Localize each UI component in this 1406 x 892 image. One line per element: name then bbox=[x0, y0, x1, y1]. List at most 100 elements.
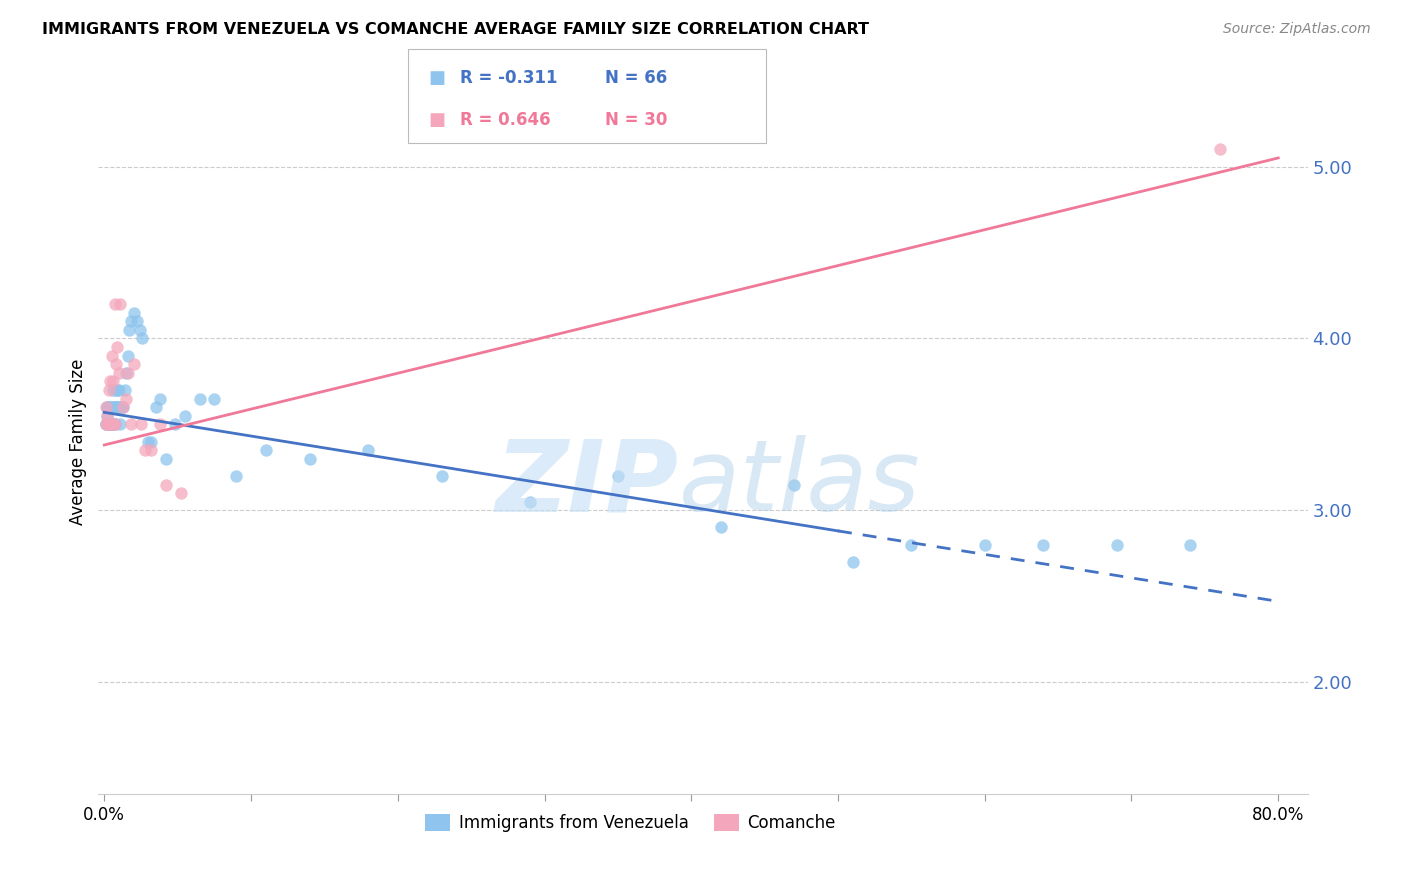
Point bbox=[254, 443, 277, 458]
Point bbox=[117, 366, 139, 380]
Point bbox=[1032, 538, 1054, 552]
Point bbox=[141, 443, 163, 458]
Point bbox=[122, 305, 145, 319]
Point bbox=[100, 400, 122, 414]
Point bbox=[112, 400, 135, 414]
Point bbox=[105, 357, 128, 371]
Point bbox=[174, 409, 197, 423]
Y-axis label: Average Family Size: Average Family Size bbox=[69, 359, 87, 524]
Point bbox=[103, 297, 125, 311]
Point bbox=[900, 538, 922, 552]
Point bbox=[112, 400, 135, 414]
Point bbox=[105, 400, 128, 414]
Text: Source: ZipAtlas.com: Source: ZipAtlas.com bbox=[1223, 22, 1371, 37]
Point bbox=[97, 383, 120, 397]
Point bbox=[97, 417, 120, 432]
Text: ■: ■ bbox=[429, 70, 446, 87]
Point bbox=[155, 477, 177, 491]
Point bbox=[131, 331, 153, 345]
Point bbox=[105, 383, 128, 397]
Point bbox=[129, 417, 152, 432]
Point bbox=[169, 486, 191, 500]
Text: IMMIGRANTS FROM VENEZUELA VS COMANCHE AVERAGE FAMILY SIZE CORRELATION CHART: IMMIGRANTS FROM VENEZUELA VS COMANCHE AV… bbox=[42, 22, 869, 37]
Text: R = 0.646: R = 0.646 bbox=[460, 112, 550, 129]
Point bbox=[98, 417, 121, 432]
Point bbox=[1105, 538, 1128, 552]
Point bbox=[100, 417, 122, 432]
Point bbox=[96, 409, 118, 423]
Text: ■: ■ bbox=[429, 112, 446, 129]
Point bbox=[100, 417, 122, 432]
Point bbox=[97, 417, 120, 432]
Point bbox=[100, 417, 122, 432]
Point bbox=[115, 366, 138, 380]
Point bbox=[120, 417, 142, 432]
Point bbox=[110, 417, 132, 432]
Point bbox=[117, 349, 139, 363]
Point bbox=[149, 417, 172, 432]
Point bbox=[115, 392, 138, 406]
Point bbox=[103, 417, 125, 432]
Point bbox=[98, 417, 121, 432]
Point bbox=[125, 314, 148, 328]
Point bbox=[783, 477, 806, 491]
Point bbox=[96, 400, 118, 414]
Point bbox=[136, 434, 159, 449]
Text: N = 66: N = 66 bbox=[605, 70, 666, 87]
Point bbox=[103, 400, 125, 414]
Text: atlas: atlas bbox=[679, 435, 921, 533]
Point bbox=[225, 469, 247, 483]
Point bbox=[357, 443, 380, 458]
Point bbox=[145, 400, 167, 414]
Point bbox=[96, 417, 118, 432]
Point bbox=[110, 400, 132, 414]
Point bbox=[103, 417, 125, 432]
Text: R = -0.311: R = -0.311 bbox=[460, 70, 557, 87]
Point bbox=[105, 400, 128, 414]
Point bbox=[107, 400, 129, 414]
Point bbox=[101, 375, 124, 389]
Point bbox=[111, 400, 134, 414]
Point bbox=[841, 555, 863, 569]
Point bbox=[98, 375, 121, 389]
Text: ZIP: ZIP bbox=[496, 435, 679, 533]
Point bbox=[96, 409, 118, 423]
Point bbox=[141, 434, 163, 449]
Point bbox=[202, 392, 225, 406]
Point bbox=[163, 417, 186, 432]
Point bbox=[107, 383, 129, 397]
Text: N = 30: N = 30 bbox=[605, 112, 666, 129]
Point bbox=[118, 323, 141, 337]
Point bbox=[101, 417, 124, 432]
Point bbox=[606, 469, 628, 483]
Point bbox=[101, 417, 124, 432]
Point bbox=[101, 417, 124, 432]
Point bbox=[94, 417, 117, 432]
Point bbox=[128, 323, 150, 337]
Point bbox=[100, 417, 122, 432]
Point bbox=[98, 417, 121, 432]
Point bbox=[188, 392, 211, 406]
Point bbox=[108, 383, 131, 397]
Point bbox=[97, 417, 120, 432]
Point bbox=[107, 340, 129, 354]
Point bbox=[94, 400, 117, 414]
Point bbox=[101, 400, 124, 414]
Point bbox=[96, 400, 118, 414]
Point bbox=[134, 443, 156, 458]
Point bbox=[430, 469, 453, 483]
Point bbox=[101, 383, 124, 397]
Point bbox=[110, 297, 132, 311]
Point bbox=[120, 314, 142, 328]
Point bbox=[100, 349, 122, 363]
Point bbox=[108, 400, 131, 414]
Point bbox=[103, 417, 125, 432]
Point bbox=[298, 451, 321, 466]
Point bbox=[122, 357, 145, 371]
Point bbox=[1208, 142, 1230, 156]
Point bbox=[1180, 538, 1202, 552]
Point bbox=[94, 417, 117, 432]
Point bbox=[973, 538, 995, 552]
Point bbox=[108, 366, 131, 380]
Point bbox=[97, 400, 120, 414]
